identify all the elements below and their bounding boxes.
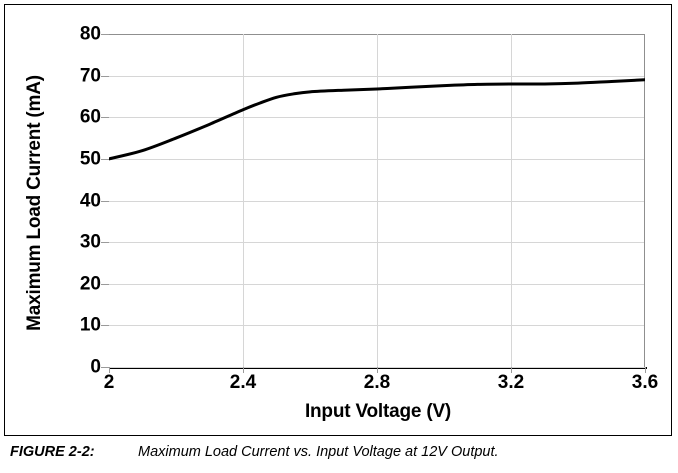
y-axis-title: Maximum Load Current (mA) [24,75,45,331]
gridline-vertical [377,34,378,367]
y-tick-mark [101,367,109,368]
y-tick-mark [101,34,109,35]
x-axis-tick-labels: 2 2.4 2.8 3.2 3.6 [104,367,658,399]
y-tick-label: 20 [79,273,101,295]
y-tick-label: 40 [79,190,101,211]
gridline-vertical [644,34,645,367]
figure-caption: FIGURE 2-2: Maximum Load Current vs. Inpu… [10,444,670,468]
x-tick-mark [109,367,110,373]
y-tick-mark [101,200,109,202]
x-tick-mark [377,367,378,373]
gridline-vertical [243,34,244,367]
y-tick-label: 80 [79,23,101,45]
plot-area [109,34,645,368]
y-tick-mark [101,117,109,119]
x-tick-label: 2 [103,372,115,393]
figure-frame: Maximum Load Current (mA) 0 10 20 30 40 50 60 7… [4,4,672,436]
y-tick-label: 0 [90,356,101,378]
figure-caption-text: Maximum Load Current vs. Input Voltage a… [138,444,499,460]
x-tick-label: 2.8 [363,372,391,393]
y-tick-mark [101,158,109,160]
x-axis-title: Input Voltage (V) [304,401,452,422]
y-tick-label: 30 [79,231,101,253]
y-tick-mark [101,325,109,327]
y-tick-label: 60 [79,106,101,128]
max-load-current-curve [109,78,645,161]
data-line-series [109,78,645,161]
y-tick-label: 10 [79,314,101,336]
y-tick-label: 70 [79,65,101,87]
y-axis-tick-labels: 0 10 20 30 40 50 60 70 80 [57,25,101,377]
y-tick-mark [101,75,109,77]
x-tick-label: 3.2 [497,372,525,393]
x-tick-label: 2.4 [229,372,257,393]
x-tick-mark [511,367,512,373]
y-tick-label: 50 [79,148,101,170]
x-tick-mark [645,367,646,373]
x-tick-mark [243,367,244,373]
x-axis-line [109,367,647,369]
figure-caption-label: FIGURE 2-2: [10,444,95,460]
x-tick-label: 3.6 [631,372,659,393]
y-tick-mark [101,242,109,244]
gridline-vertical [511,34,512,367]
y-tick-mark [101,283,109,285]
